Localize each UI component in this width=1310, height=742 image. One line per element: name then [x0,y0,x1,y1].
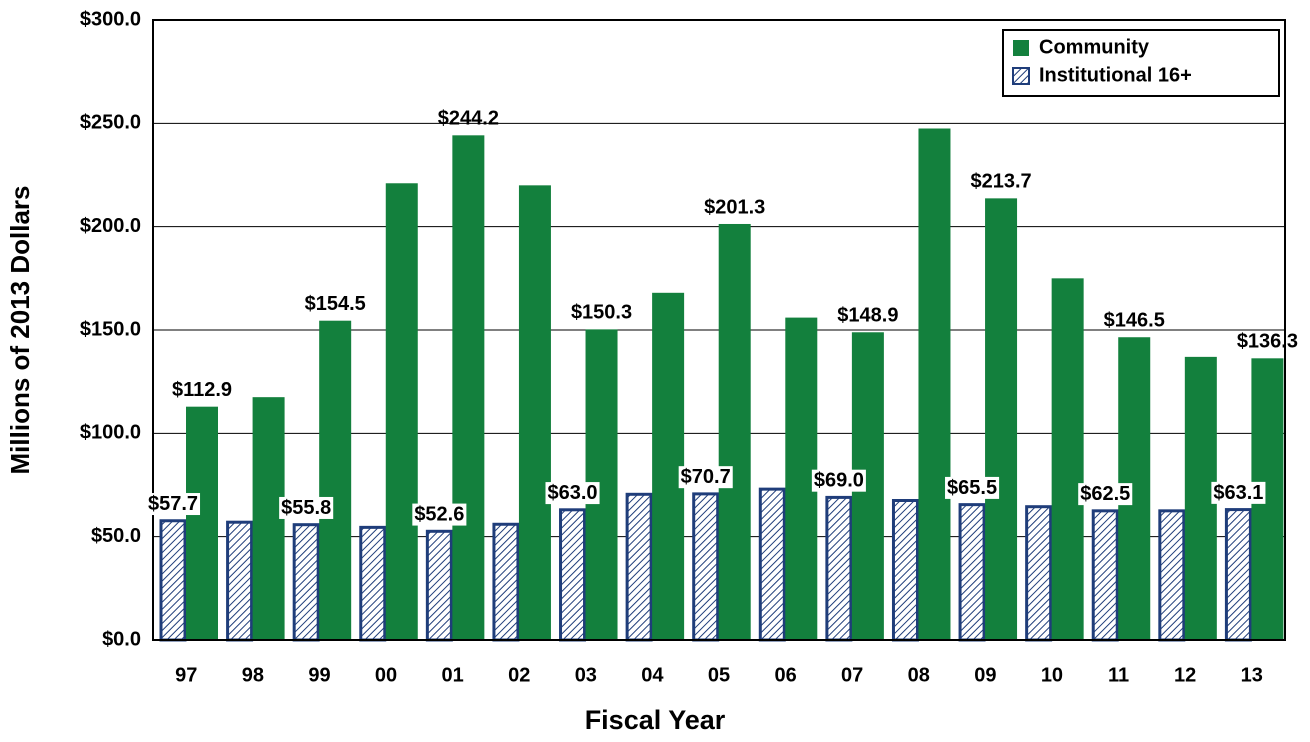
data-label: $146.5 [1104,310,1165,332]
bar [1051,278,1084,640]
x-tick-label: 13 [1241,664,1263,686]
x-tick-label: 08 [908,664,930,686]
data-label: $63.0 [547,482,597,504]
legend-label: Community [1039,36,1150,58]
y-tick-label: $100.0 [80,422,141,444]
data-label-bg [1078,483,1133,506]
data-label: $150.3 [571,302,632,324]
bar [1091,509,1119,642]
bar [1025,505,1053,642]
bar [292,523,320,642]
y-tick-label: $250.0 [80,112,141,134]
x-axis-label: Fiscal Year [585,705,726,735]
data-label: $70.7 [681,466,731,488]
x-tick-label: 05 [708,664,730,686]
x-tick-label: 06 [774,664,796,686]
bar [226,520,254,642]
data-label-bg [279,496,334,519]
data-label: $55.8 [281,497,331,519]
data-label: $244.2 [438,108,499,130]
y-tick-label: $300.0 [80,8,141,30]
x-tick-label: 00 [375,664,397,686]
y-tick-label: $150.0 [80,318,141,340]
bar [692,492,720,642]
data-label: $154.5 [305,293,366,315]
data-label-bg [545,482,600,505]
x-tick-label: 97 [175,664,197,686]
bar [186,406,218,640]
legend-swatch [1013,40,1029,56]
x-tick-label: 09 [974,664,996,686]
data-label: $52.6 [414,504,464,526]
bar [825,495,853,642]
data-label-bg [412,503,467,526]
data-label: $148.9 [837,305,898,327]
bar [425,529,453,642]
bar [1158,509,1186,642]
bar [319,320,352,640]
legend-label: Institutional 16+ [1039,64,1192,86]
bar [492,522,520,642]
data-label-bg [945,476,1000,499]
data-label-bg [1211,481,1266,504]
bar [518,185,551,641]
data-label: $112.9 [172,379,232,401]
y-axis-label: Millions of 2013 Dollars [5,186,35,475]
x-tick-label: 02 [508,664,530,686]
bar [452,135,485,640]
y-tick-label: $0.0 [102,628,141,650]
x-tick-label: 99 [308,664,330,686]
data-label: $69.0 [814,470,864,492]
bar [385,183,418,640]
bar [758,487,786,642]
data-label: $57.7 [148,493,198,515]
data-label-bg [145,493,201,516]
bar [891,499,919,642]
legend-box [1002,29,1280,97]
bar [985,198,1018,640]
x-tick-label: 01 [442,664,464,686]
x-tick-label: 04 [641,664,664,686]
bar [625,492,653,642]
bar [958,503,986,642]
data-label: $62.5 [1080,483,1130,505]
x-tick-label: 07 [841,664,863,686]
x-tick-label: 12 [1174,664,1196,686]
data-label-bg [811,469,866,492]
bar [159,519,187,642]
y-tick-label: $50.0 [91,525,141,547]
x-tick-label: 11 [1108,664,1129,686]
data-label: $213.7 [970,171,1031,193]
y-tick-label: $200.0 [80,215,141,237]
data-label: $201.3 [704,196,765,218]
data-label: $65.5 [947,477,997,499]
data-label: $63.1 [1213,482,1263,504]
data-label: $136.3 [1237,331,1298,353]
x-tick-label: 98 [242,664,264,686]
bar [1224,508,1252,642]
bar [718,223,751,641]
data-label-bg [678,466,733,489]
bar [359,525,387,642]
x-tick-label: 03 [575,664,597,686]
x-tick-label: 10 [1041,664,1063,686]
legend-swatch [1012,67,1030,85]
plot-frame [152,19,1286,641]
bar [918,128,951,640]
bar [559,508,587,642]
